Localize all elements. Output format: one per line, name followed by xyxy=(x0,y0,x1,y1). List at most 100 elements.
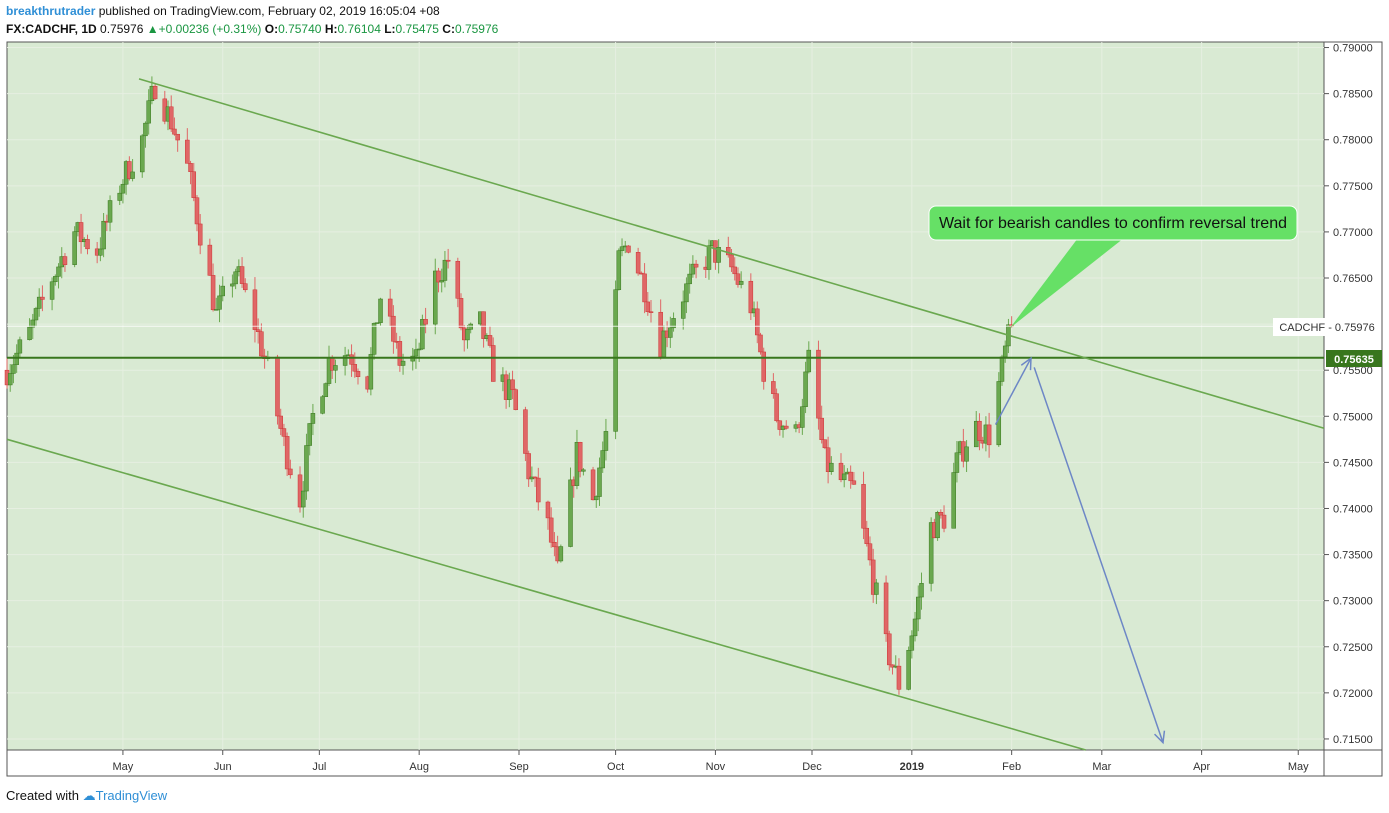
x-tick-label: May xyxy=(113,761,134,773)
y-tick-label: 0.73500 xyxy=(1333,550,1373,562)
candle-body xyxy=(912,618,918,637)
tradingview-link[interactable]: TradingView xyxy=(95,788,168,803)
projection-arrow-down xyxy=(1033,367,1164,743)
candle-body xyxy=(548,517,554,543)
open-label: O: xyxy=(264,22,279,36)
candle-body xyxy=(53,276,58,283)
candle-body xyxy=(420,319,425,350)
candle-body xyxy=(139,135,145,173)
callout-tail xyxy=(1010,238,1124,328)
candle-body xyxy=(78,222,84,243)
candle-body xyxy=(72,231,77,265)
candle-body xyxy=(117,192,122,201)
candle-body xyxy=(816,349,821,419)
candle-body xyxy=(590,469,596,501)
candle-body xyxy=(867,543,873,561)
candle-body xyxy=(851,480,857,485)
candle-body xyxy=(996,381,1002,446)
candle-body xyxy=(168,106,174,130)
candle-body xyxy=(964,446,969,462)
candle-body xyxy=(887,633,892,666)
candle-body xyxy=(648,311,654,313)
candle-body xyxy=(597,467,602,497)
hline-price-box xyxy=(1326,350,1382,367)
x-tick-label: Aug xyxy=(409,761,429,773)
candle-body xyxy=(185,139,190,164)
x-tick-label: Feb xyxy=(1002,761,1021,773)
candle-body xyxy=(690,263,696,275)
x-tick-label: Jul xyxy=(312,761,326,773)
y-tick-label: 0.79000 xyxy=(1333,43,1373,55)
candle-body xyxy=(233,271,238,285)
x-tick-label: 2019 xyxy=(900,761,924,773)
candle-body xyxy=(107,200,113,223)
candle-body xyxy=(230,283,235,287)
candle-body xyxy=(977,420,982,441)
x-tick-label: Apr xyxy=(1193,761,1210,773)
candle-body xyxy=(490,345,496,382)
candle-body xyxy=(909,635,915,651)
candle-body xyxy=(281,428,287,437)
candle-body xyxy=(693,263,699,268)
tradingview-logo-icon[interactable]: ☁ xyxy=(82,788,96,803)
candle-body xyxy=(896,665,902,690)
high-value: 0.76104 xyxy=(337,22,381,36)
y-tick-label: 0.78500 xyxy=(1333,89,1373,101)
x-tick-label: Sep xyxy=(509,761,529,773)
candle-body xyxy=(822,439,828,449)
last-price: 0.75976 xyxy=(100,22,144,36)
candle-body xyxy=(935,511,940,539)
x-tick-label: Nov xyxy=(706,761,726,773)
candle-body xyxy=(239,266,245,284)
candle-body xyxy=(17,339,23,354)
last-price-label: CADCHF - 0.75976 xyxy=(1273,318,1381,336)
candle-body xyxy=(758,334,763,353)
candle-body xyxy=(874,582,879,595)
candle-body xyxy=(774,393,779,422)
candle-body xyxy=(152,85,158,100)
candle-body xyxy=(532,476,538,479)
candle-body xyxy=(458,298,464,329)
candle-body xyxy=(755,308,760,336)
close-label: C: xyxy=(442,22,455,36)
candle-body xyxy=(33,308,39,321)
candle-body xyxy=(938,511,944,516)
candle-body xyxy=(738,280,744,285)
candle-body xyxy=(1002,345,1008,358)
candle-body xyxy=(806,349,812,373)
candle-body xyxy=(732,266,737,275)
candle-body xyxy=(120,183,126,194)
candle-body xyxy=(278,415,283,429)
candle-body xyxy=(220,285,225,297)
candle-body xyxy=(391,315,396,342)
candle-body xyxy=(397,341,403,366)
candle-body xyxy=(687,273,692,285)
candle-body xyxy=(27,326,32,341)
candle-body xyxy=(349,354,354,365)
callout-text: Wait for bearish candles to confirm reve… xyxy=(939,215,1287,232)
candle-body xyxy=(40,296,45,300)
candle-body xyxy=(558,546,564,562)
candle-body xyxy=(635,252,641,274)
candle-body xyxy=(252,289,258,330)
candle-body xyxy=(445,259,451,262)
price-change: +0.00236 (+0.31%) xyxy=(158,22,262,36)
candle-body xyxy=(416,348,422,351)
author-link[interactable]: breakthrutrader xyxy=(6,4,96,18)
candle-body xyxy=(304,445,309,492)
callout-box xyxy=(928,205,1298,241)
candle-body xyxy=(716,247,721,263)
close-value: 0.75976 xyxy=(454,22,499,36)
hline-price-label: 0.75635 xyxy=(1326,350,1382,367)
arrowhead-up-icon xyxy=(1020,356,1032,371)
x-tick-label: Mar xyxy=(1092,761,1111,773)
candle-body xyxy=(255,329,261,332)
candle-body xyxy=(197,223,203,246)
chart-frame xyxy=(6,41,1383,777)
projection-arrow-up xyxy=(994,357,1032,425)
candle-body xyxy=(56,266,61,277)
candle-body xyxy=(423,319,428,325)
candle-body xyxy=(803,371,808,407)
candle-body xyxy=(14,352,19,365)
